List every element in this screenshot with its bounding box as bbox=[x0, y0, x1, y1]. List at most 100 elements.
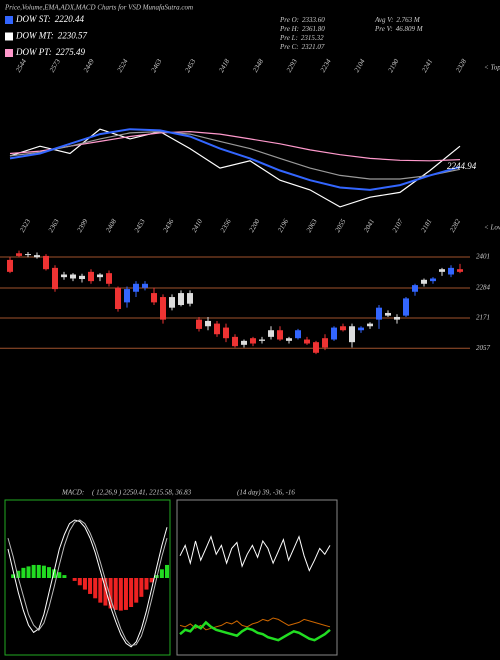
level-label: 2057 bbox=[476, 344, 491, 352]
legend-value: 2230.57 bbox=[58, 31, 88, 41]
adx-params: (14 day) 39, -36, -16 bbox=[237, 489, 295, 497]
ema-line bbox=[9, 128, 461, 208]
stat-label: Pre L: bbox=[279, 34, 298, 42]
macd-bar bbox=[82, 578, 87, 590]
macd-bar bbox=[103, 578, 108, 606]
macd-bar bbox=[108, 578, 113, 609]
candle-body bbox=[394, 316, 400, 320]
legend-label: DOW MT: bbox=[15, 31, 54, 41]
macd-bar bbox=[144, 578, 149, 590]
ema-line bbox=[9, 130, 461, 162]
macd-bar bbox=[165, 564, 169, 578]
macd-bar bbox=[36, 564, 41, 578]
candle-body bbox=[16, 253, 22, 256]
candle-body bbox=[25, 254, 31, 256]
stat: Avg V: 2.763 M bbox=[374, 16, 421, 24]
stat-value: 2.763 M bbox=[396, 16, 421, 24]
candle-body bbox=[223, 327, 229, 339]
candle-body bbox=[403, 298, 409, 316]
macd-bar bbox=[77, 578, 82, 586]
legend-label: DOW ST: bbox=[15, 14, 51, 24]
legend-value: 2275.49 bbox=[56, 47, 86, 57]
stat: Pre H: 2361.80 bbox=[279, 25, 325, 33]
macd-bar bbox=[11, 574, 16, 578]
candle-body bbox=[304, 339, 310, 344]
adx-line bbox=[179, 535, 331, 572]
stat-label: Pre H: bbox=[279, 25, 299, 33]
candle-body bbox=[349, 326, 355, 343]
candle-body bbox=[151, 293, 157, 303]
stat: Pre C: 2321.07 bbox=[279, 43, 325, 51]
macd-bar bbox=[113, 578, 118, 610]
candle-body bbox=[259, 339, 265, 341]
candle-body bbox=[412, 285, 418, 292]
candle-body bbox=[88, 271, 94, 282]
candle-body bbox=[160, 297, 166, 320]
candle-body bbox=[286, 338, 292, 341]
candle-body bbox=[331, 327, 337, 340]
stat-value: 2333.60 bbox=[302, 16, 325, 24]
stat-value: 2315.32 bbox=[301, 34, 324, 42]
candle-body bbox=[250, 338, 256, 344]
macd-params: ( 12,26,9 ) 2250.41, 2215.58, 36.83 bbox=[92, 489, 192, 497]
stat-label: Avg V: bbox=[374, 16, 393, 24]
legend-swatch bbox=[5, 16, 13, 24]
candle-body bbox=[430, 278, 436, 282]
macd-line bbox=[7, 519, 168, 648]
candle-body bbox=[7, 259, 13, 272]
candle-body bbox=[277, 330, 283, 340]
stat-label: Pre C: bbox=[279, 43, 299, 51]
adx-frame bbox=[176, 499, 338, 656]
candle-body bbox=[178, 293, 184, 306]
stat: Pre O: 2333.60 bbox=[279, 16, 325, 24]
page-title: Price,Volume,EMA,ADX,MACD Charts for VSD… bbox=[4, 4, 193, 12]
adx-line bbox=[179, 620, 331, 642]
candle-body bbox=[70, 274, 76, 279]
candle-body bbox=[322, 338, 328, 348]
macd-bar bbox=[21, 567, 26, 578]
macd-bar bbox=[149, 578, 154, 583]
macd-bar bbox=[31, 564, 36, 578]
candle-body bbox=[205, 320, 211, 327]
stat-value: 46.809 M bbox=[396, 25, 424, 33]
macd-bar bbox=[159, 569, 164, 578]
level-label: 2171 bbox=[476, 314, 490, 322]
macd-bar bbox=[57, 572, 62, 578]
legend-swatch bbox=[5, 32, 13, 41]
macd-bar bbox=[52, 569, 57, 578]
macd-title: MACD: bbox=[61, 489, 84, 497]
candle-body bbox=[385, 312, 391, 316]
candle-body bbox=[106, 273, 112, 284]
macd-bar bbox=[88, 578, 93, 594]
macd-line bbox=[7, 519, 168, 646]
adx-line bbox=[179, 617, 331, 631]
candle-body bbox=[214, 323, 220, 335]
candle-body bbox=[61, 274, 67, 278]
level-label: 2401 bbox=[476, 253, 490, 261]
macd-frame bbox=[4, 499, 171, 656]
candle-body bbox=[34, 255, 40, 258]
candle-body bbox=[421, 279, 427, 284]
macd-bar bbox=[26, 566, 31, 578]
stat-value: 2361.80 bbox=[302, 25, 325, 33]
legend-value: 2220.44 bbox=[55, 14, 85, 24]
candle-body bbox=[295, 330, 301, 339]
candle-body bbox=[124, 289, 130, 303]
candle-body bbox=[376, 307, 382, 320]
macd-bar bbox=[93, 578, 98, 599]
macd-bar bbox=[123, 578, 128, 610]
ema-line bbox=[9, 128, 461, 191]
macd-bar bbox=[72, 578, 77, 581]
candle-body bbox=[43, 255, 49, 270]
legend-entry: DOW MT: 2230.57 bbox=[15, 31, 88, 41]
candle-body bbox=[340, 326, 346, 331]
stat-label: Pre V: bbox=[374, 25, 393, 33]
candle-body bbox=[358, 327, 364, 331]
end-value: 2244.94 bbox=[447, 161, 477, 171]
candle-body bbox=[142, 283, 148, 288]
macd-bar bbox=[129, 578, 134, 607]
candle-body bbox=[52, 267, 58, 290]
stat: Pre L: 2315.32 bbox=[279, 34, 324, 42]
